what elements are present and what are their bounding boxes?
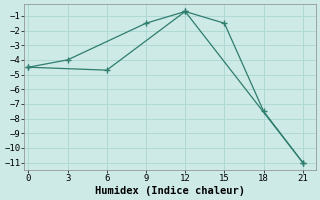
X-axis label: Humidex (Indice chaleur): Humidex (Indice chaleur) bbox=[95, 186, 245, 196]
